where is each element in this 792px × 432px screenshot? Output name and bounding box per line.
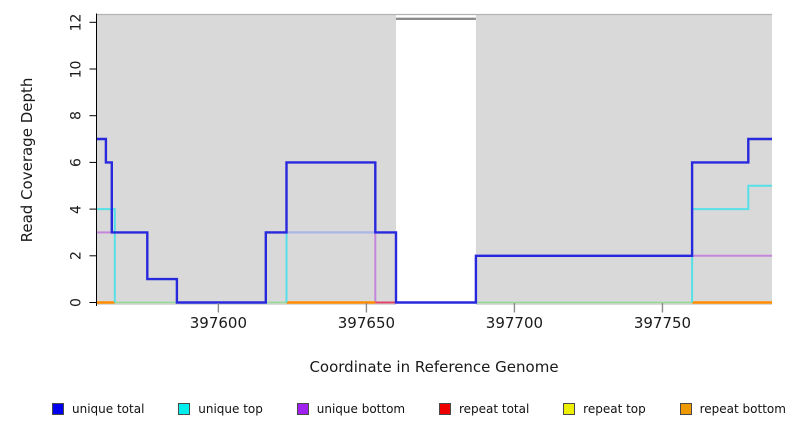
legend-label: unique total (72, 402, 145, 416)
x-tick-label: 397650 (337, 314, 396, 332)
legend-item-repeat-total: repeat total (438, 402, 530, 416)
legend-swatch-icon (679, 403, 692, 415)
legend: unique total unique top unique bottom repea… (52, 400, 786, 418)
y-tick-label: 10 (68, 60, 85, 78)
y-tick-label: 0 (68, 298, 85, 307)
legend-label: unique bottom (316, 402, 406, 416)
x-tick-label: 397750 (633, 314, 692, 332)
y-tick-label: 8 (68, 111, 85, 121)
x-tick-label: 397600 (189, 314, 247, 332)
y-tick-label: 6 (68, 157, 85, 167)
x-tick-label: 397700 (485, 314, 544, 332)
series-unique-top (97, 208, 116, 303)
x-axis-label: Coordinate in Reference Genome (309, 358, 559, 376)
legend-item-unique-total: unique total (52, 402, 144, 416)
legend-swatch-icon (178, 403, 191, 415)
coverage-region (475, 14, 772, 305)
legend-swatch-icon (52, 403, 64, 415)
legend-swatch-icon (438, 403, 451, 415)
series-unique-total (97, 137, 772, 304)
y-tick-label: 4 (68, 204, 85, 214)
legend-item-unique-bottom: unique bottom (296, 402, 406, 416)
legend-swatch-icon (296, 403, 309, 415)
legend-item-repeat-top: repeat top (563, 402, 646, 416)
legend-item-repeat-bottom: repeat bottom (679, 402, 786, 416)
legend-label: unique top (198, 402, 263, 416)
legend-swatch-icon (563, 403, 576, 415)
coverage-region (97, 14, 397, 305)
legend-item-unique-top: unique top (178, 402, 263, 416)
legend-label: repeat top (583, 402, 646, 416)
y-axis-label: Read Coverage Depth (18, 77, 36, 243)
y-tick-label: 12 (68, 13, 85, 32)
legend-label: repeat bottom (699, 402, 786, 416)
legend-label: repeat total (458, 402, 530, 416)
y-tick-label: 2 (68, 251, 85, 261)
